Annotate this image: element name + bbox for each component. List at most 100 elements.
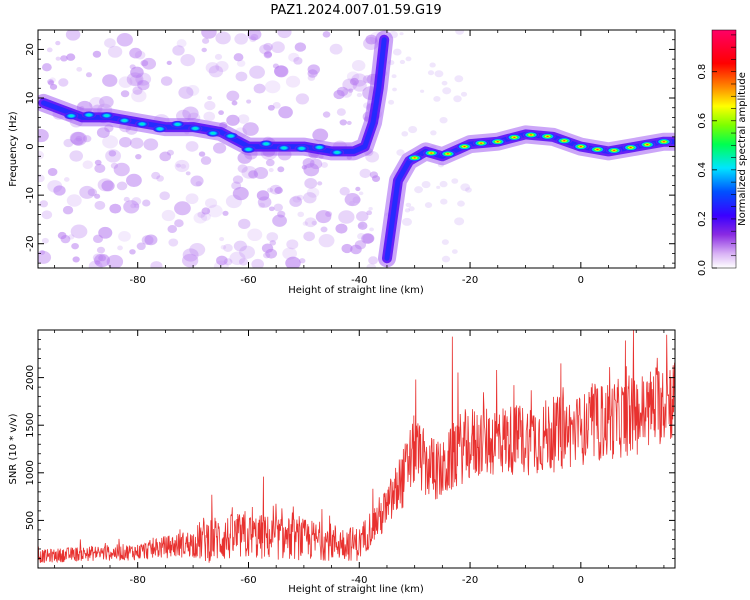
spectrogram-noise-blob (336, 108, 346, 116)
spectrogram-noise-blob (185, 171, 191, 176)
spectrogram-noise-blob (49, 83, 58, 90)
spectrogram-noise-blob (427, 70, 435, 76)
spectrogram-noise-blob (205, 198, 218, 209)
spectrogram-noise-blob (222, 210, 229, 216)
spectrogram-noise-blob (38, 129, 49, 143)
spectrogram-noise-blob (346, 120, 352, 125)
spectrogram-noise-blob (226, 114, 240, 126)
spectrogram-noise-blob (263, 42, 273, 51)
spectrogram-noise-blob (396, 149, 405, 156)
spectrogram-noise-blob (107, 45, 123, 58)
spectrogram-noise-blob (134, 50, 146, 60)
spectrogram-x-ticks: -80 -60 -40 -20 0 (54, 30, 665, 286)
snr-panel: -80 -60 -40 -20 0 500 1000 1500 2000 Height of … (8, 329, 676, 595)
spectrogram-noise-blob (144, 234, 158, 246)
colorbar: 0.0 0.2 0.4 0.6 0.8 Normalized spectral ampl… (697, 29, 748, 276)
colorbar-label: Normalized spectral amplitude (737, 72, 748, 226)
spectrogram-noise-blob (195, 181, 202, 187)
spectrogram-hotspot (135, 120, 150, 128)
spectrogram-noise-blob (193, 212, 208, 224)
spectrogram-noise-blob (135, 154, 142, 160)
colorbar-tick-label: 0.6 (697, 113, 708, 129)
spectrogram-hotspot (473, 139, 490, 147)
spectrogram-noise-blob (420, 89, 425, 93)
spectrogram-noise-blob (215, 61, 229, 73)
spectrogram-noise-blob (356, 92, 363, 98)
spectrogram-noise-blob (72, 256, 80, 263)
spectrogram-hotspot (622, 144, 639, 152)
spectrogram-noise-blob (212, 142, 227, 154)
spectrogram-noise-blob (205, 62, 220, 74)
spectrogram-noise-blob (269, 184, 282, 195)
spectrogram-y-tick-label: -20 (25, 236, 36, 252)
spectrogram-panel: -80 -60 -40 -20 0 -20 -10 0 10 20 Height of stra… (8, 29, 676, 296)
snr-x-tick-label: -20 (462, 575, 478, 586)
spectrogram-noise-blob (361, 233, 374, 244)
spectrogram-noise-blob (220, 244, 227, 250)
snr-y-ticks: 500 1000 1500 2000 (25, 339, 675, 559)
spectrogram-noise-blob (159, 191, 170, 201)
spectrogram-noise-blob (311, 220, 318, 226)
spectrogram-noise-blob (441, 239, 449, 245)
spectrogram-noise-blob (307, 74, 316, 81)
spectrogram-noise-blob (98, 226, 113, 239)
spectrogram-hotspot (170, 120, 185, 128)
spectrogram-noise-blob (186, 84, 200, 96)
spectrogram-noise-blob (208, 65, 224, 78)
spectrogram-noise-blob (92, 234, 104, 244)
spectrogram-noise-blob (285, 75, 301, 88)
spectrogram-noise-blob (277, 210, 286, 218)
spectrogram-hotspot (117, 117, 132, 125)
spectrogram-noise-blob (69, 131, 86, 145)
snr-y-axis-label: SNR (10 * v/v) (8, 413, 19, 484)
spectrogram-noise-blob (292, 195, 302, 203)
spectrogram-noise-blob (116, 32, 133, 47)
spectrogram-noise-blob (401, 131, 409, 137)
spectrogram-noise-blob (204, 100, 216, 111)
spectrogram-noise-blob (66, 53, 76, 61)
spectrogram-noise-blob (457, 200, 465, 207)
spectrogram-x-tick-label: -80 (130, 275, 146, 286)
spectrogram-noise-blob (41, 210, 53, 220)
spectrogram-noise-blob (113, 162, 130, 177)
spectrogram-noise-blob (174, 201, 191, 216)
spectrogram-noise-blob (248, 170, 259, 179)
spectrogram-hotspot (439, 150, 456, 158)
spectrogram-noise-blob (58, 78, 69, 87)
spectrogram-noise-blob (140, 59, 149, 67)
spectrogram-noise-blob (454, 217, 465, 226)
snr-x-tick-label: -60 (240, 575, 256, 586)
spectrogram-noise-blob (267, 187, 273, 193)
spectrogram-noise-blob (76, 66, 83, 72)
spectrogram-noise-blob (294, 42, 307, 52)
spectrogram-hotspot (506, 133, 523, 141)
spectrogram-noise-blob (320, 161, 328, 168)
snr-x-tick-label: 0 (578, 575, 584, 586)
snr-x-tick-label: -80 (130, 575, 146, 586)
spectrogram-noise-blob (349, 77, 359, 86)
spectrogram-noise-blob (134, 203, 140, 209)
spectrogram-noise-blob (339, 186, 350, 196)
spectrogram-noise-blob (135, 72, 152, 86)
spectrogram-noise-blob (282, 247, 298, 260)
colorbar-tick-label: 0.8 (697, 64, 708, 80)
spectrogram-noise-blob (366, 263, 377, 268)
spectrogram-noise-blob (289, 196, 303, 207)
spectrogram-noise-blob (123, 200, 140, 214)
spectrogram-hotspot (606, 146, 623, 154)
spectrogram-noise-blob (408, 125, 418, 134)
spectrogram-noise-blob (439, 180, 448, 188)
spectrogram-noise-blob (392, 48, 402, 56)
spectrogram-noise-blob (129, 249, 136, 255)
spectrogram-noise-blob (143, 138, 159, 151)
figure-title: PAZ1.2024.007.01.59.G19 (270, 3, 441, 18)
spectrogram-hotspot (241, 145, 256, 153)
spectrogram-noise-blob (39, 200, 49, 208)
spectrogram-noise-blob (94, 200, 106, 210)
spectrogram-noise-blob (247, 30, 262, 41)
spectrogram-noise-blob (94, 159, 102, 166)
spectrogram-noise-blob (368, 207, 373, 211)
spectrogram-noise-blob (246, 99, 252, 104)
spectrogram-noise-blob (93, 253, 111, 268)
